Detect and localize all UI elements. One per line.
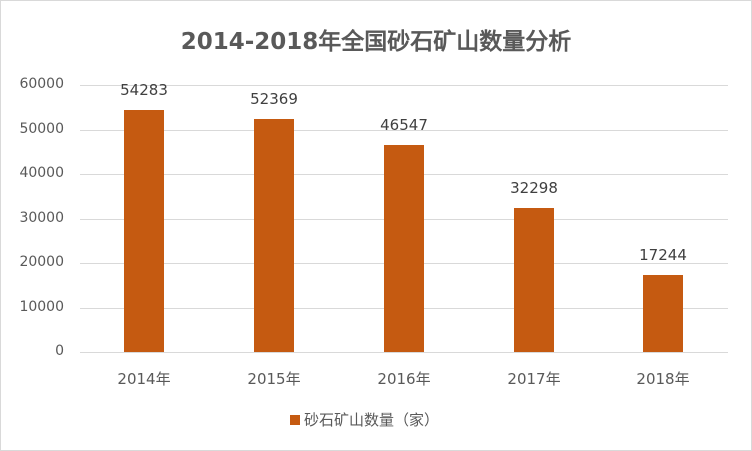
bar xyxy=(384,144,424,352)
legend-swatch-icon xyxy=(290,414,300,425)
bar xyxy=(124,110,164,352)
bar xyxy=(514,208,554,352)
y-tick-label: 30000 xyxy=(19,209,64,226)
x-tick-label: 2015年 xyxy=(247,370,301,388)
chart-title: 2014-2018年全国砂石矿山数量分析 xyxy=(180,29,572,55)
legend: 砂石矿山数量（家） xyxy=(290,409,439,430)
gridline xyxy=(80,129,728,131)
y-tick-label: 10000 xyxy=(19,298,64,315)
y-tick-label: 0 xyxy=(55,343,64,359)
x-tick-label: 2014年 xyxy=(117,370,171,388)
data-label: 54283 xyxy=(120,81,168,100)
y-tick-label: 60000 xyxy=(19,76,64,92)
y-tick-label: 20000 xyxy=(19,254,64,270)
gridline xyxy=(80,352,728,353)
gridline xyxy=(80,85,728,86)
x-tick-label: 2016年 xyxy=(377,370,431,388)
data-label: 17244 xyxy=(639,246,687,265)
data-label: 46547 xyxy=(380,115,428,134)
x-tick-label: 2017年 xyxy=(507,370,561,388)
x-tick-label: 2018年 xyxy=(636,370,690,388)
bar xyxy=(643,275,683,352)
data-label: 52369 xyxy=(250,89,298,108)
y-tick-label: 50000 xyxy=(19,120,64,137)
data-label: 32298 xyxy=(510,179,558,198)
y-tick-label: 40000 xyxy=(19,165,64,181)
bar xyxy=(254,118,294,352)
legend-label: 砂石矿山数量（家） xyxy=(304,411,440,429)
